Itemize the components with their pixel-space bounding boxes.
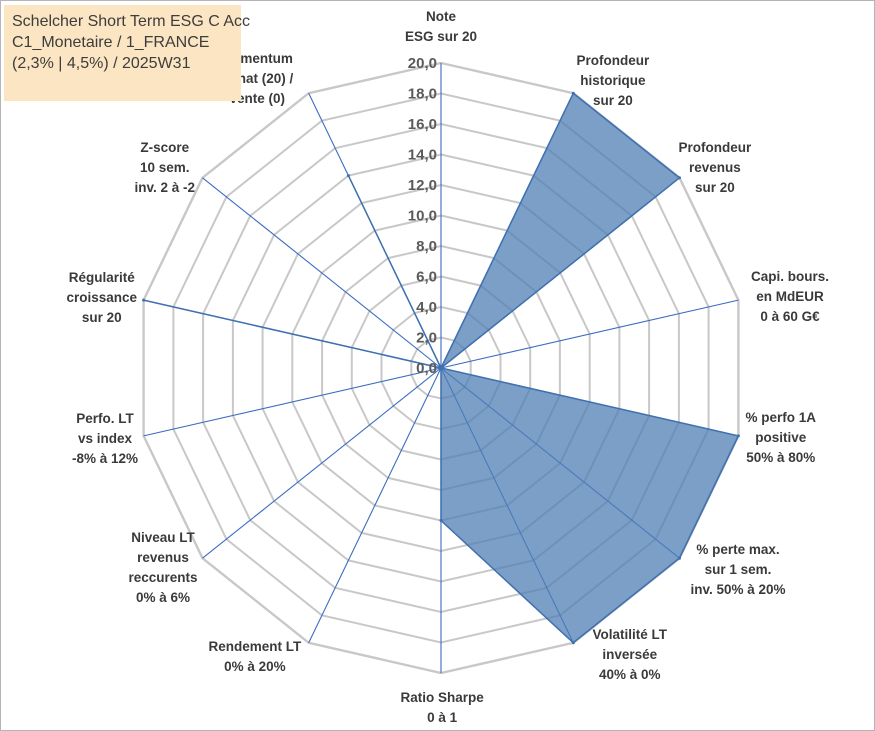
tick-label-5: 10,0 <box>408 208 437 225</box>
axis-label-10: Perfo. LT vs index -8% à 12% <box>72 411 139 466</box>
tick-label-3: 6,0 <box>416 269 437 286</box>
title-line-2: C1_Monetaire / 1_FRANCE <box>12 34 210 51</box>
axis-label-4: % perfo 1A positive 50% à 80% <box>745 410 817 465</box>
axis-label-12: Z-score 10 sem. inv. 2 à -2 <box>134 140 196 195</box>
axis-label-9: Niveau LT revenus reccurents 0% à 6% <box>128 530 198 605</box>
series-point-7 <box>439 519 443 522</box>
axis-label-2: Profondeur revenus sur 20 <box>678 140 752 195</box>
axis-spoke <box>202 367 442 559</box>
axis-spoke <box>440 299 739 369</box>
title-line-1: Schelcher Short Term ESG C Acc <box>12 13 251 30</box>
axis-spoke <box>143 367 442 437</box>
series-point-1 <box>571 91 575 95</box>
series-point-4 <box>736 434 740 438</box>
series-point-11 <box>142 298 146 302</box>
series-point-6 <box>571 641 575 645</box>
tick-label-0: 0,0 <box>416 360 437 377</box>
axis-label-1: Profondeur historique sur 20 <box>576 53 650 108</box>
axis-label-8: Rendement LT 0% à 20% <box>208 639 302 674</box>
tick-label-6: 12,0 <box>408 177 437 194</box>
series-point-13 <box>346 174 350 178</box>
tick-layer: 0,0 2,0 4,0 6,0 8,0 10,0 12,0 14,0 16,0 18,0 20,0 <box>408 55 437 377</box>
tick-label-10: 20,0 <box>408 55 437 72</box>
axis-label-0: Note ESG sur 20 <box>405 9 478 44</box>
axis-label-7: Ratio Sharpe 0 à 1 <box>400 690 484 725</box>
tick-label-1: 2,0 <box>416 330 437 347</box>
title-line-3: (2,3% | 4,5%) / 2025W31 <box>12 55 191 72</box>
chart-title-box: Schelcher Short Term ESG C Acc C1_Moneta… <box>4 5 251 101</box>
series-layer <box>142 91 740 645</box>
tick-label-7: 14,0 <box>408 147 437 164</box>
axis-label-6: Volatilité LT inversée 40% à 0% <box>592 627 668 682</box>
series-point-2 <box>678 176 681 180</box>
axis-label-11: Régularité croissance sur 20 <box>66 270 138 325</box>
tick-label-8: 16,0 <box>408 116 437 133</box>
tick-label-4: 8,0 <box>416 238 437 255</box>
series-point-12 <box>439 366 443 370</box>
axis-label-5: % perte max. sur 1 sem. inv. 50% à 20% <box>690 542 786 597</box>
tick-label-2: 4,0 <box>416 299 437 316</box>
axis-spoke <box>202 177 442 369</box>
axis-label-3: Capi. bours. en MdEUR 0 à 60 G€ <box>751 269 830 324</box>
tick-label-9: 18,0 <box>408 86 437 103</box>
axis-spoke <box>308 367 442 644</box>
series-point-5 <box>678 556 681 560</box>
